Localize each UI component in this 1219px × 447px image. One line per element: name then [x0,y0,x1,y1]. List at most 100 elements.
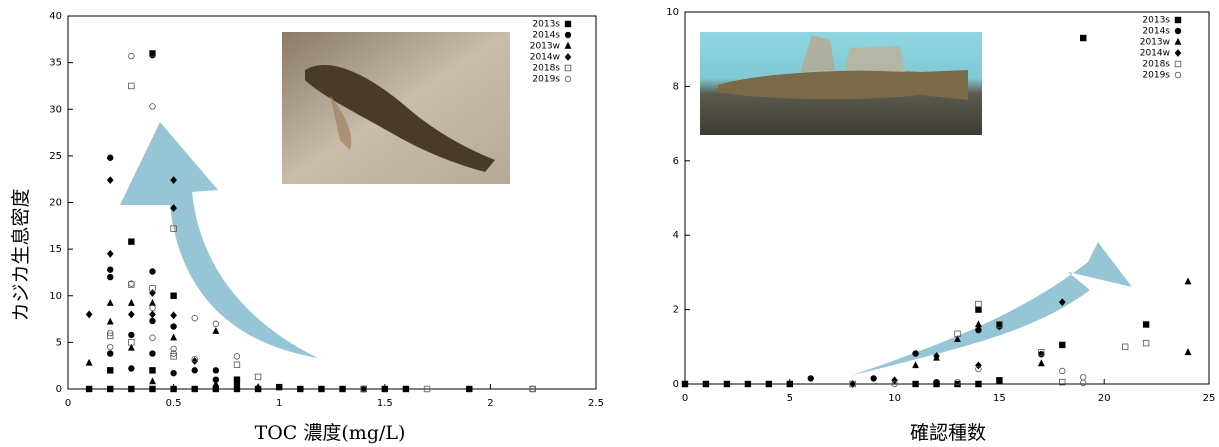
point [975,306,982,313]
point [149,285,156,292]
point [107,332,114,340]
legend-label: 2013s [532,20,560,30]
y-tick-label: 40 [49,11,62,22]
point [723,380,731,388]
point [254,373,262,381]
legend-label: 2019s [532,75,560,85]
point [466,385,473,393]
point [106,317,114,325]
y-tick-label: 20 [49,198,62,209]
point [128,339,135,346]
point [128,280,135,287]
point [170,345,177,353]
point [107,266,114,273]
point [233,379,241,388]
y-tick-label: 35 [49,58,62,69]
legend-label: 2018s [1142,60,1170,70]
x-tick-label: 1 [276,398,282,409]
legend-label: 2014w [1140,49,1170,59]
point [975,380,982,388]
point [1080,34,1087,42]
point [870,375,877,382]
point [170,311,177,320]
point [128,82,135,90]
y-tick-label: 8 [673,81,679,92]
y-tick-label: 0 [56,384,62,395]
x-tick-label: 10 [888,393,901,404]
legend-marker [564,64,572,72]
point [191,355,198,363]
legend-label: 2013w [530,42,560,52]
point [849,380,857,388]
legend-label: 2014w [530,53,560,63]
point [191,314,198,322]
point [149,334,156,341]
point [107,350,114,357]
point [381,385,388,393]
point [360,385,367,393]
point [149,317,156,325]
point [127,343,135,351]
point [1058,298,1066,307]
point [191,385,198,393]
point [149,51,156,59]
point [974,320,982,328]
point [975,326,982,334]
point [233,361,241,368]
point [786,380,793,388]
point [1080,374,1087,381]
point [1059,341,1066,349]
point [149,377,156,385]
point [191,357,199,365]
point [807,375,814,382]
point [954,378,961,386]
legend-label: 2018s [532,64,560,74]
legend-marker [1174,37,1182,45]
legend-marker [1174,49,1182,57]
point [339,385,346,393]
x-tick-label: 0 [682,393,688,404]
point [170,385,177,393]
legend-marker [1174,60,1182,68]
point [85,310,93,319]
point [149,385,156,393]
point [254,382,262,390]
point [1059,367,1066,375]
point [975,300,982,308]
point [127,299,135,306]
x-tick-label: 0 [65,398,71,409]
point [1184,348,1192,356]
point [149,367,156,374]
point [128,310,135,319]
y-tick-label: 25 [49,151,62,162]
point [170,292,177,299]
point [170,333,178,341]
point [149,299,156,306]
legend-marker [564,41,572,49]
arrow [120,122,318,358]
point [107,343,114,351]
point [85,385,93,393]
point [765,380,773,388]
photo [282,32,510,184]
point [128,331,135,339]
legend-marker [1174,71,1182,79]
point [212,380,220,388]
point [318,385,325,393]
point [423,385,431,393]
legend-marker [564,53,572,61]
point [170,353,177,360]
point [1059,378,1066,386]
point [106,176,114,185]
point [233,353,241,360]
legend-marker [564,75,572,83]
point [149,350,156,357]
x-tick-label: 2 [487,398,493,409]
point [106,299,114,306]
point [212,385,220,393]
point [1121,343,1129,350]
point [1038,349,1045,356]
point [402,385,410,393]
arrow [850,242,1132,376]
legend-label: 2013s [1142,16,1170,26]
